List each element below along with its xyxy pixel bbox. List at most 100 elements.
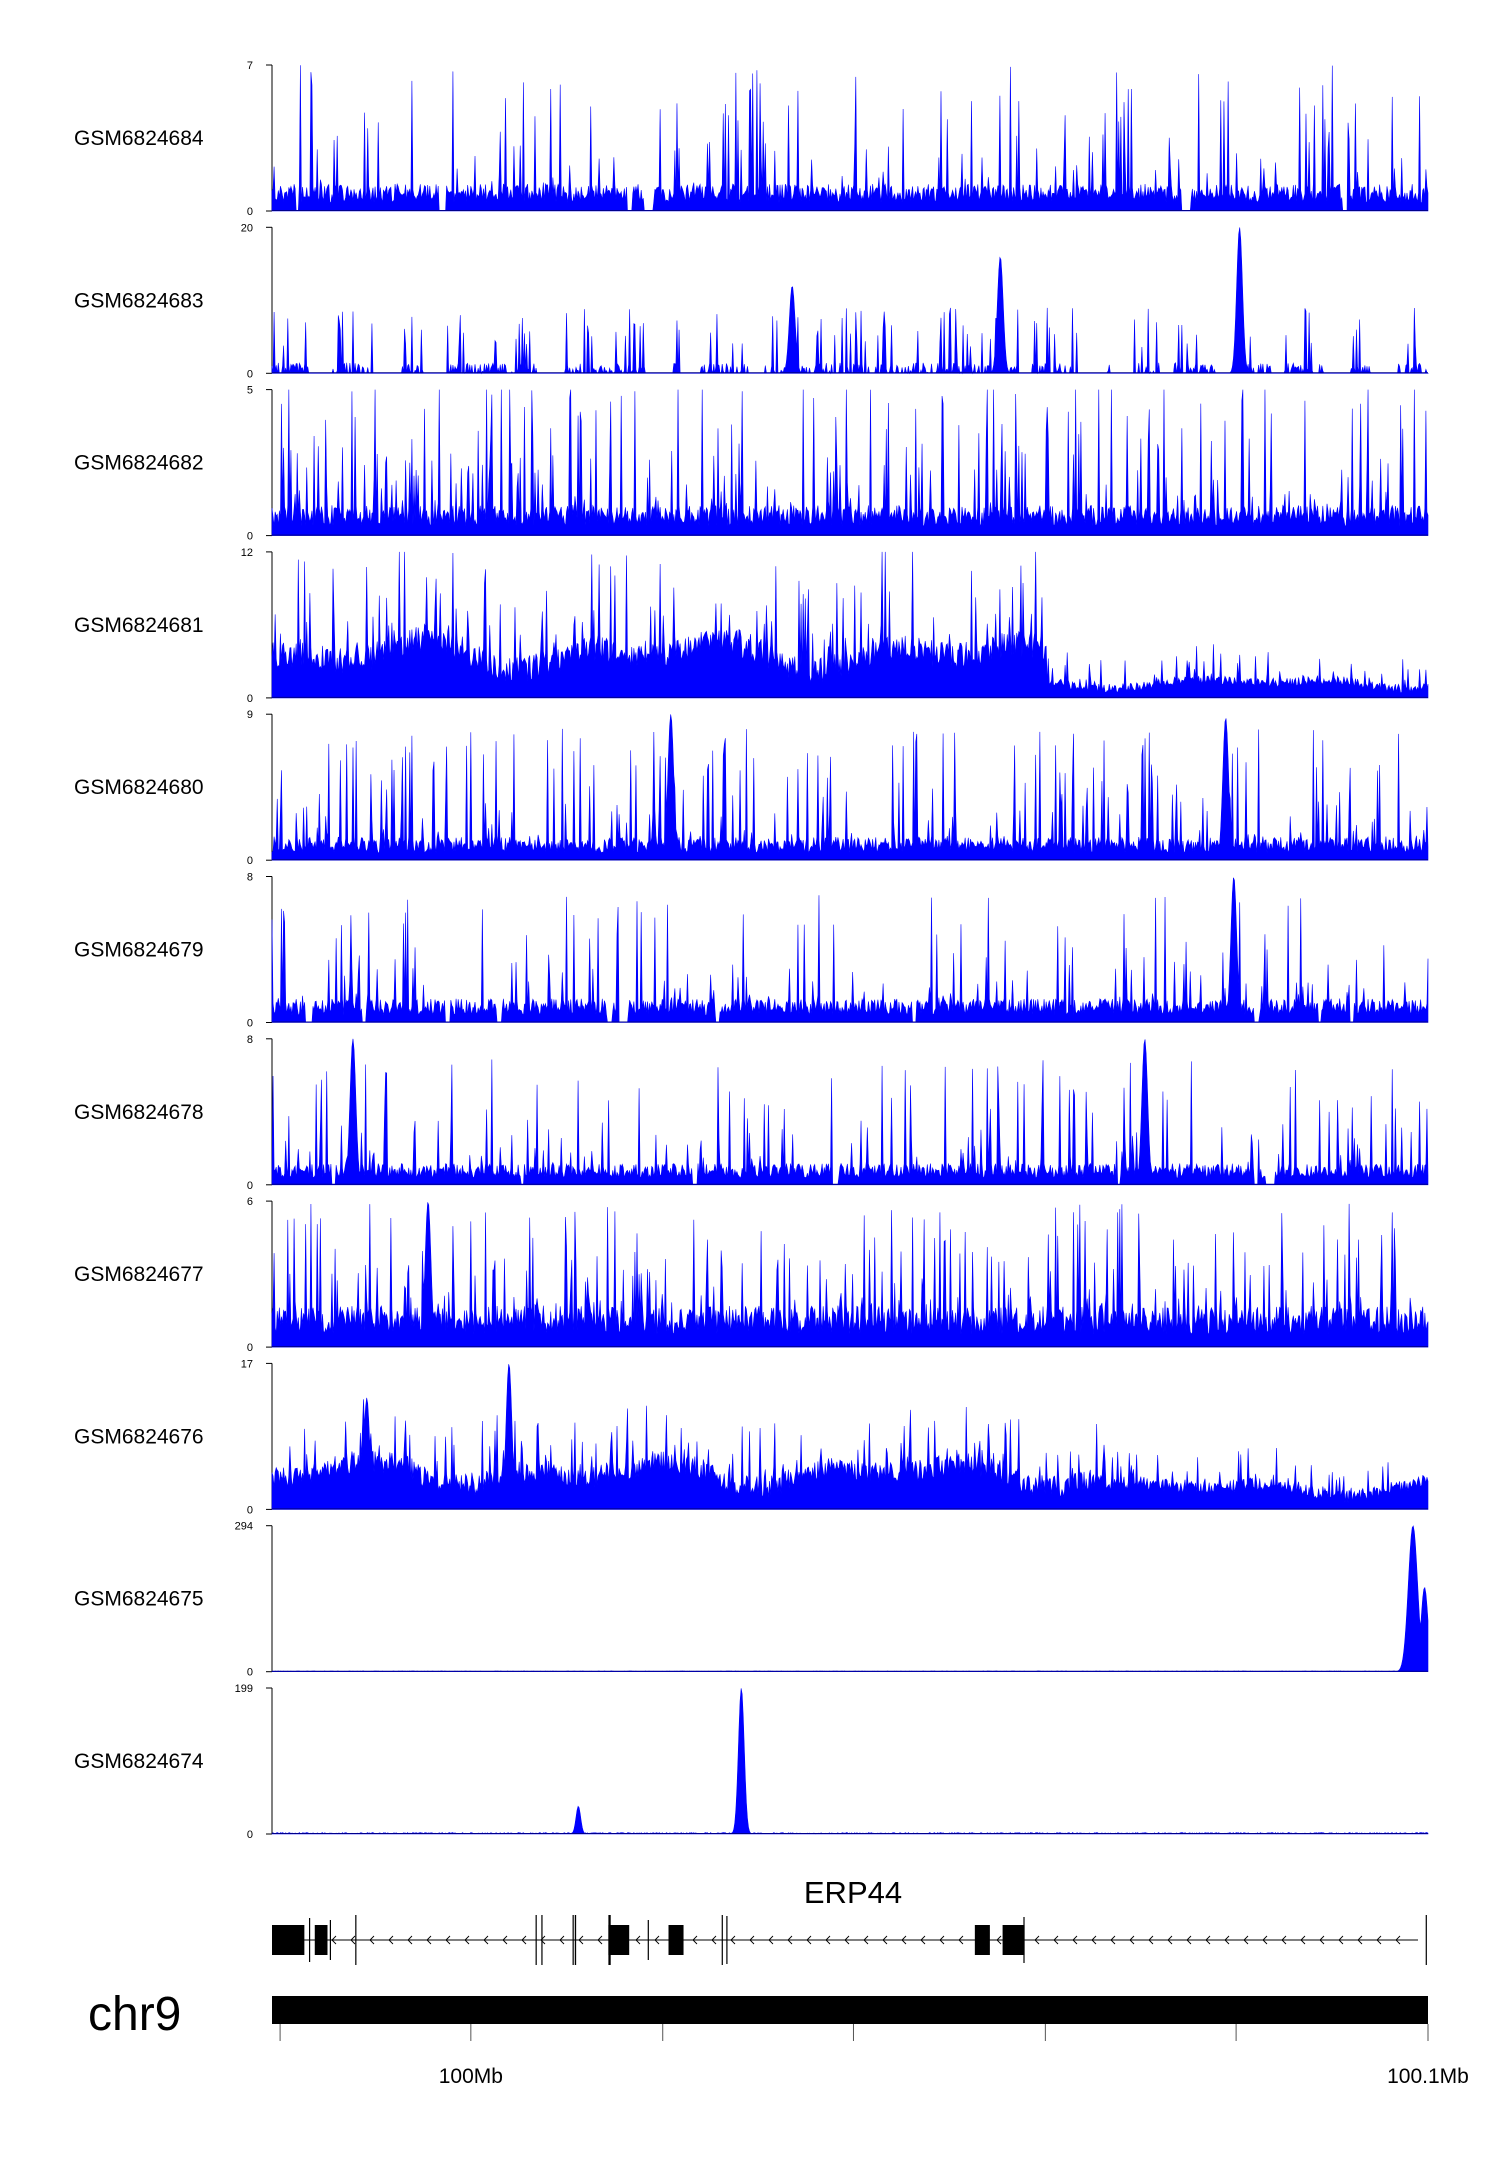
ymin-label: 0: [247, 1180, 253, 1192]
strand-arrow: [711, 1935, 717, 1945]
strand-arrow: [369, 1935, 375, 1945]
signal-area: [271, 1525, 1429, 1673]
strand-arrow: [958, 1935, 964, 1945]
signal-area: [271, 1038, 1429, 1186]
strand-arrow: [996, 1935, 1002, 1945]
strand-arrow: [1224, 1935, 1230, 1945]
track-GSM6824676: GSM6824676 17 0: [74, 1358, 1429, 1516]
track-label: GSM6824681: [74, 614, 204, 637]
signal-area: [271, 1202, 1429, 1348]
strand-arrow: [578, 1935, 584, 1945]
track-GSM6824678: GSM6824678 8 0: [74, 1034, 1429, 1192]
ymax-label: 20: [241, 222, 253, 234]
strand-arrow: [749, 1935, 755, 1945]
signal-area: [271, 227, 1429, 375]
gene-exon: [541, 1915, 543, 1965]
chromosome-track: chr9 100Mb 100.1Mb: [88, 1988, 1469, 2088]
ymin-label: 0: [247, 531, 253, 543]
track-label: GSM6824675: [74, 1588, 204, 1611]
track-label: GSM6824684: [74, 127, 204, 150]
gene-exon: [668, 1925, 684, 1955]
strand-arrow: [1167, 1935, 1173, 1945]
track-GSM6824683: GSM6824683 20 0: [74, 222, 1429, 380]
ymin-label: 0: [247, 1829, 253, 1841]
ymin-label: 0: [247, 1018, 253, 1030]
gene-exon-edge: [647, 1920, 649, 1960]
gene-track: ERP44: [272, 1875, 1427, 1965]
chromosome-bar: [272, 1996, 1428, 2024]
signal-area: [271, 65, 1429, 212]
strand-arrow: [331, 1935, 337, 1945]
signal-area: [271, 1364, 1429, 1510]
strand-arrow: [1034, 1935, 1040, 1945]
gene-exon-edge: [329, 1920, 331, 1960]
strand-arrow: [920, 1935, 926, 1945]
gene-exon: [721, 1915, 723, 1965]
track-GSM6824682: GSM6824682 5 0: [74, 385, 1429, 543]
strand-arrow: [1129, 1935, 1135, 1945]
strand-arrow: [635, 1935, 641, 1945]
gene-exon-edge: [726, 1916, 728, 1964]
track-GSM6824684: GSM6824684 7 0: [74, 60, 1429, 218]
strand-arrow: [1281, 1935, 1287, 1945]
gene-exon-edge: [574, 1915, 577, 1965]
ymax-label: 7: [247, 60, 253, 72]
strand-arrow: [1395, 1935, 1401, 1945]
strand-arrow: [350, 1935, 356, 1945]
signal-area: [271, 1688, 1429, 1835]
strand-arrow: [1262, 1935, 1268, 1945]
strand-arrow: [844, 1935, 850, 1945]
signal-area: [271, 389, 1429, 536]
track-label: GSM6824677: [74, 1263, 204, 1286]
signal-area: [271, 551, 1429, 699]
ymax-label: 294: [235, 1521, 253, 1533]
track-label: GSM6824678: [74, 1101, 204, 1124]
strand-arrow: [1300, 1935, 1306, 1945]
gene-exon-edge: [572, 1915, 574, 1965]
strand-arrow: [1072, 1935, 1078, 1945]
strand-arrow: [787, 1935, 793, 1945]
gene-model: [272, 1915, 1427, 1965]
strand-arrow: [1338, 1935, 1344, 1945]
ymin-label: 0: [247, 855, 253, 867]
strand-arrow: [1376, 1935, 1382, 1945]
strand-arrow: [768, 1935, 774, 1945]
track-label: GSM6824682: [74, 452, 204, 475]
genomic-axis: 100Mb 100.1Mb: [279, 2024, 1469, 2088]
track-label: GSM6824674: [74, 1750, 204, 1773]
track-GSM6824677: GSM6824677 6 0: [74, 1196, 1429, 1354]
track-label: GSM6824676: [74, 1425, 204, 1448]
strand-arrow: [521, 1935, 527, 1945]
strand-arrow: [407, 1935, 413, 1945]
gene-exon: [608, 1925, 630, 1955]
strand-arrow: [939, 1935, 945, 1945]
axis-tick-label: 100Mb: [439, 2065, 503, 2088]
strand-arrow: [882, 1935, 888, 1945]
strand-arrow: [654, 1935, 660, 1945]
ymin-label: 0: [247, 1342, 253, 1354]
ymax-label: 17: [241, 1358, 253, 1370]
axis-tick-label: 100.1Mb: [1387, 2065, 1469, 2088]
ymax-label: 6: [247, 1196, 253, 1208]
gene-exon: [355, 1915, 357, 1965]
ymin-label: 0: [247, 693, 253, 705]
strand-arrow: [502, 1935, 508, 1945]
strand-arrow: [540, 1935, 546, 1945]
strand-arrow: [1205, 1935, 1211, 1945]
ymin-label: 0: [247, 1667, 253, 1679]
strand-arrow: [483, 1935, 489, 1945]
strand-arrow: [388, 1935, 394, 1945]
gene-label: ERP44: [804, 1875, 902, 1910]
strand-arrow: [901, 1935, 907, 1945]
track-GSM6824680: GSM6824680 9 0: [74, 709, 1429, 867]
ymin-label: 0: [247, 1504, 253, 1516]
strand-arrow: [1091, 1935, 1097, 1945]
strand-arrow: [825, 1935, 831, 1945]
strand-arrow: [863, 1935, 869, 1945]
ymax-label: 9: [247, 709, 253, 721]
track-GSM6824681: GSM6824681 12 0: [74, 547, 1429, 705]
strand-arrow: [806, 1935, 812, 1945]
signal-tracks: GSM682468470GSM6824683200GSM682468250GSM…: [74, 60, 1429, 1841]
track-GSM6824675: GSM6824675 294 0: [74, 1521, 1429, 1679]
